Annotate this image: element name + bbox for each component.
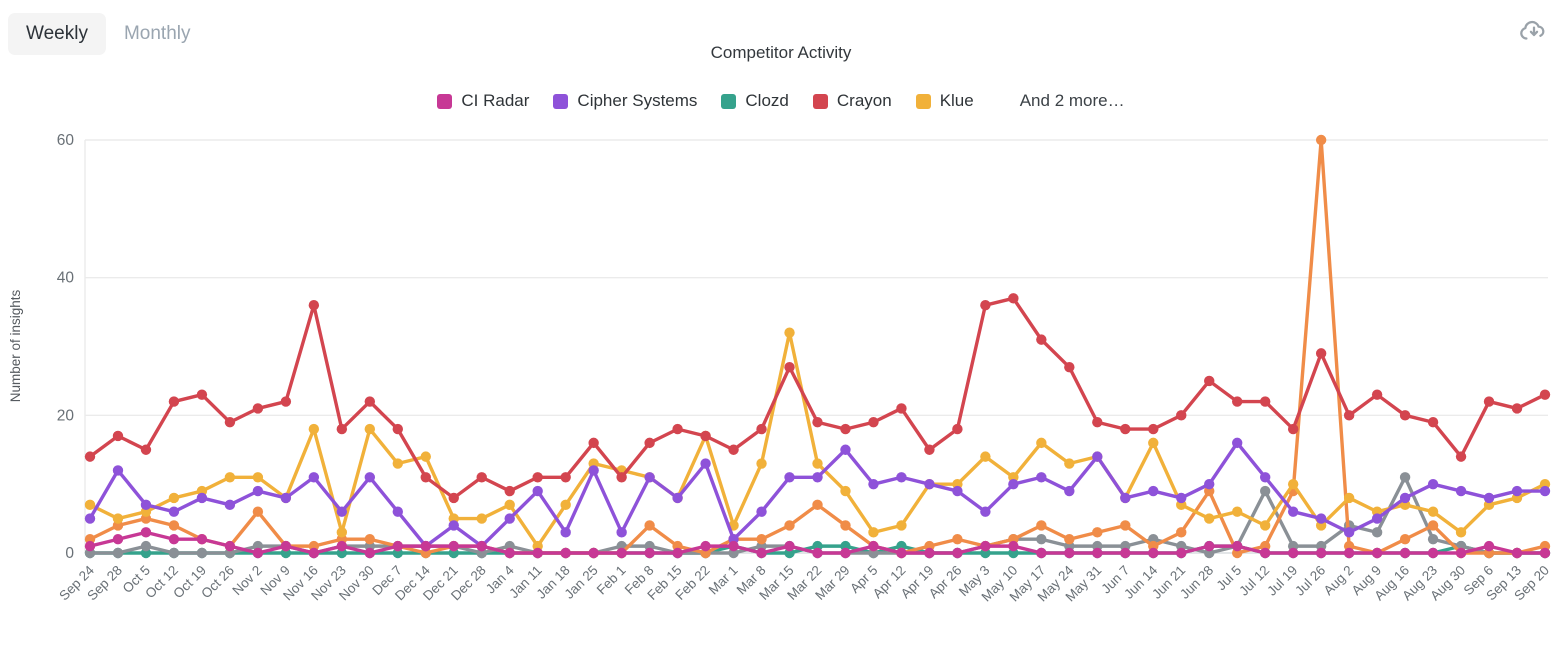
legend-label: Clozd	[745, 91, 789, 110]
svg-text:Mar 1: Mar 1	[706, 563, 741, 598]
svg-text:0: 0	[65, 545, 74, 562]
series-ci-radar	[84, 527, 1551, 559]
legend-label: Klue	[939, 91, 974, 110]
svg-text:60: 60	[57, 132, 75, 149]
svg-text:Jul 12: Jul 12	[1236, 563, 1272, 599]
chart-legend: CI Radar Cipher Systems Clozd Crayon Klu…	[0, 91, 1562, 111]
legend-item-cipher-systems[interactable]: Cipher Systems	[553, 91, 697, 111]
legend-label: Crayon	[836, 91, 892, 110]
legend-item-crayon[interactable]: Crayon	[812, 91, 892, 111]
weekly-tab[interactable]: Weekly	[8, 13, 106, 55]
svg-text:Jul 19: Jul 19	[1264, 563, 1300, 599]
cipher-systems-swatch	[553, 93, 569, 109]
legend-item-klue[interactable]: Klue	[915, 91, 974, 111]
series-cipher-systems	[84, 437, 1551, 552]
svg-text:20: 20	[57, 407, 75, 424]
svg-text:Jul 26: Jul 26	[1292, 563, 1328, 599]
klue-swatch	[915, 93, 931, 109]
cloud-download-icon	[1518, 15, 1550, 47]
svg-text:Nov 2: Nov 2	[229, 563, 265, 599]
series-extra-5	[84, 134, 1551, 559]
legend-label: Cipher Systems	[577, 91, 698, 110]
legend-label: CI Radar	[461, 91, 530, 110]
crayon-swatch	[812, 93, 828, 109]
svg-text:Feb 1: Feb 1	[594, 563, 629, 598]
series-crayon	[84, 293, 1551, 504]
download-button[interactable]	[1516, 13, 1552, 49]
chart-title: Competitor Activity	[710, 43, 852, 62]
svg-text:40: 40	[57, 270, 75, 287]
legend-more-link[interactable]: And 2 more…	[1019, 91, 1125, 110]
svg-text:Number of insights: Number of insights	[8, 289, 23, 402]
legend-item-clozd[interactable]: Clozd	[721, 91, 789, 111]
clozd-swatch	[721, 93, 737, 109]
series-klue	[84, 327, 1551, 552]
ci-radar-swatch	[437, 93, 453, 109]
svg-text:Aug 2: Aug 2	[1321, 563, 1357, 599]
monthly-tab[interactable]: Monthly	[106, 13, 209, 55]
period-toggle: Weekly Monthly	[8, 13, 208, 55]
legend-item-ci-radar[interactable]: CI Radar	[437, 91, 529, 111]
